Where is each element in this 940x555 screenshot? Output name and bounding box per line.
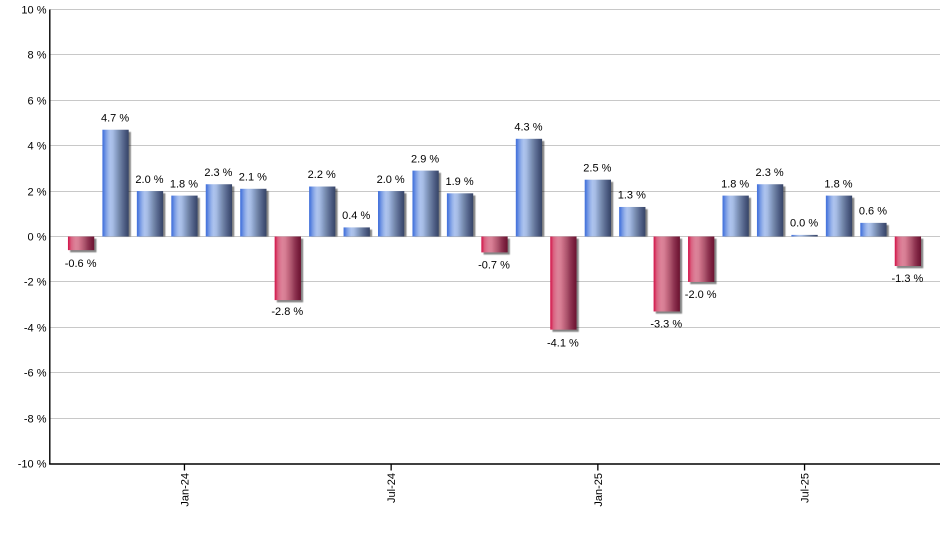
svg-text:2.0 %: 2.0 % (377, 174, 405, 186)
svg-text:-1.3 %: -1.3 % (892, 273, 924, 285)
svg-text:-0.6 %: -0.6 % (65, 258, 97, 270)
svg-text:Jan-24: Jan-24 (179, 473, 191, 507)
svg-text:0 %: 0 % (28, 232, 47, 244)
svg-text:2.2 %: 2.2 % (308, 169, 336, 181)
svg-text:8 %: 8 % (28, 50, 47, 62)
svg-text:1.8 %: 1.8 % (721, 178, 749, 190)
svg-text:Jul-24: Jul-24 (386, 473, 398, 503)
svg-text:Jan-25: Jan-25 (593, 473, 605, 507)
svg-text:-6 %: -6 % (24, 368, 47, 380)
svg-text:1.8 %: 1.8 % (824, 178, 852, 190)
svg-text:-2.8 %: -2.8 % (271, 306, 303, 318)
svg-text:-4.1 %: -4.1 % (547, 338, 579, 350)
svg-text:0.0 %: 0.0 % (790, 217, 818, 229)
svg-text:4 %: 4 % (28, 141, 47, 153)
svg-text:2.1 %: 2.1 % (239, 171, 267, 183)
svg-text:10 %: 10 % (21, 5, 46, 17)
svg-text:1.3 %: 1.3 % (618, 190, 646, 202)
svg-text:6 %: 6 % (28, 96, 47, 108)
svg-text:2.3 %: 2.3 % (204, 167, 232, 179)
svg-text:-0.7 %: -0.7 % (478, 260, 510, 272)
svg-text:-4 %: -4 % (24, 323, 47, 335)
svg-text:2.9 %: 2.9 % (411, 153, 439, 165)
svg-text:Jul-25: Jul-25 (800, 473, 812, 503)
svg-text:4.3 %: 4.3 % (514, 122, 542, 134)
svg-text:0.6 %: 0.6 % (859, 206, 887, 218)
svg-text:-8 %: -8 % (24, 414, 47, 426)
svg-text:2.0 %: 2.0 % (135, 174, 163, 186)
svg-text:-10 %: -10 % (18, 459, 47, 471)
svg-text:2.5 %: 2.5 % (583, 162, 611, 174)
svg-text:2.3 %: 2.3 % (756, 167, 784, 179)
svg-text:1.8 %: 1.8 % (170, 178, 198, 190)
svg-text:4.7 %: 4.7 % (101, 112, 129, 124)
svg-text:-3.3 %: -3.3 % (650, 318, 682, 330)
svg-text:1.9 %: 1.9 % (445, 176, 473, 188)
svg-text:2 %: 2 % (28, 187, 47, 199)
svg-text:-2.0 %: -2.0 % (685, 289, 717, 301)
svg-text:-2 %: -2 % (24, 277, 47, 289)
svg-text:0.4 %: 0.4 % (342, 210, 370, 222)
